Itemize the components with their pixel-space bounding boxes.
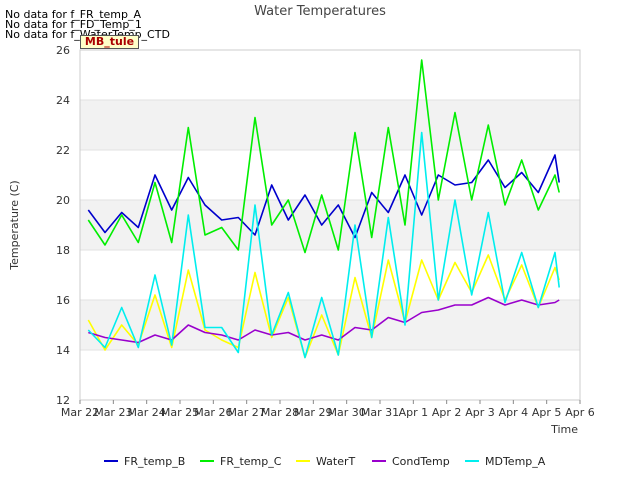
y-tick-label: 24 (56, 94, 70, 107)
note-1: No data for f_FR_temp_A (5, 8, 141, 21)
x-tick-label: Mar 28 (261, 406, 299, 419)
site-tag: MB_tule (80, 35, 139, 49)
x-tick-label: Apr 6 (565, 406, 595, 419)
series-line-FR_temp_C (87, 59, 560, 254)
x-tick-label: Mar 26 (194, 406, 232, 419)
x-tick-label: Mar 30 (328, 406, 366, 419)
x-tick-label: Mar 23 (94, 406, 132, 419)
x-tick-label: Apr 3 (465, 406, 495, 419)
x-tick-label: Mar 24 (128, 406, 166, 419)
x-tick-label: Apr 5 (532, 406, 562, 419)
legend-label: FR_temp_C (220, 455, 282, 468)
series-line-FR_temp_B (87, 154, 560, 239)
x-tick-label: Apr 4 (499, 406, 529, 419)
x-tick-label: Apr 1 (399, 406, 429, 419)
x-tick-label: Apr 2 (432, 406, 462, 419)
plot-frame (79, 49, 581, 401)
x-tick-label: Mar 29 (294, 406, 332, 419)
y-tick-label: 18 (56, 244, 70, 257)
y-axis-label: Temperature (C) (8, 180, 21, 270)
x-tick-label: Mar 31 (361, 406, 399, 419)
x-tick-label: Mar 22 (61, 406, 99, 419)
grid-band (80, 100, 580, 150)
series-line-MDTemp_A (87, 131, 560, 359)
y-tick-label: 22 (56, 144, 70, 157)
series-line-CondTemp (88, 296, 560, 344)
legend-label: CondTemp (392, 455, 450, 468)
y-tick-label: 16 (56, 294, 70, 307)
x-tick-label: Mar 27 (228, 406, 266, 419)
x-tick-label: Mar 25 (161, 406, 199, 419)
y-tick-label: 26 (56, 44, 70, 57)
legend-label: FR_temp_B (124, 455, 185, 468)
legend-label: WaterT (316, 455, 356, 468)
note-2: No data for f_FD_Temp_1 (5, 18, 142, 31)
y-tick-label: 12 (56, 394, 70, 407)
chart-title: Water Temperatures (254, 4, 386, 19)
y-tick-label: 14 (56, 344, 70, 357)
x-axis-label: Time (550, 423, 578, 436)
y-tick-label: 20 (56, 194, 70, 207)
legend-label: MDTemp_A (485, 455, 546, 468)
